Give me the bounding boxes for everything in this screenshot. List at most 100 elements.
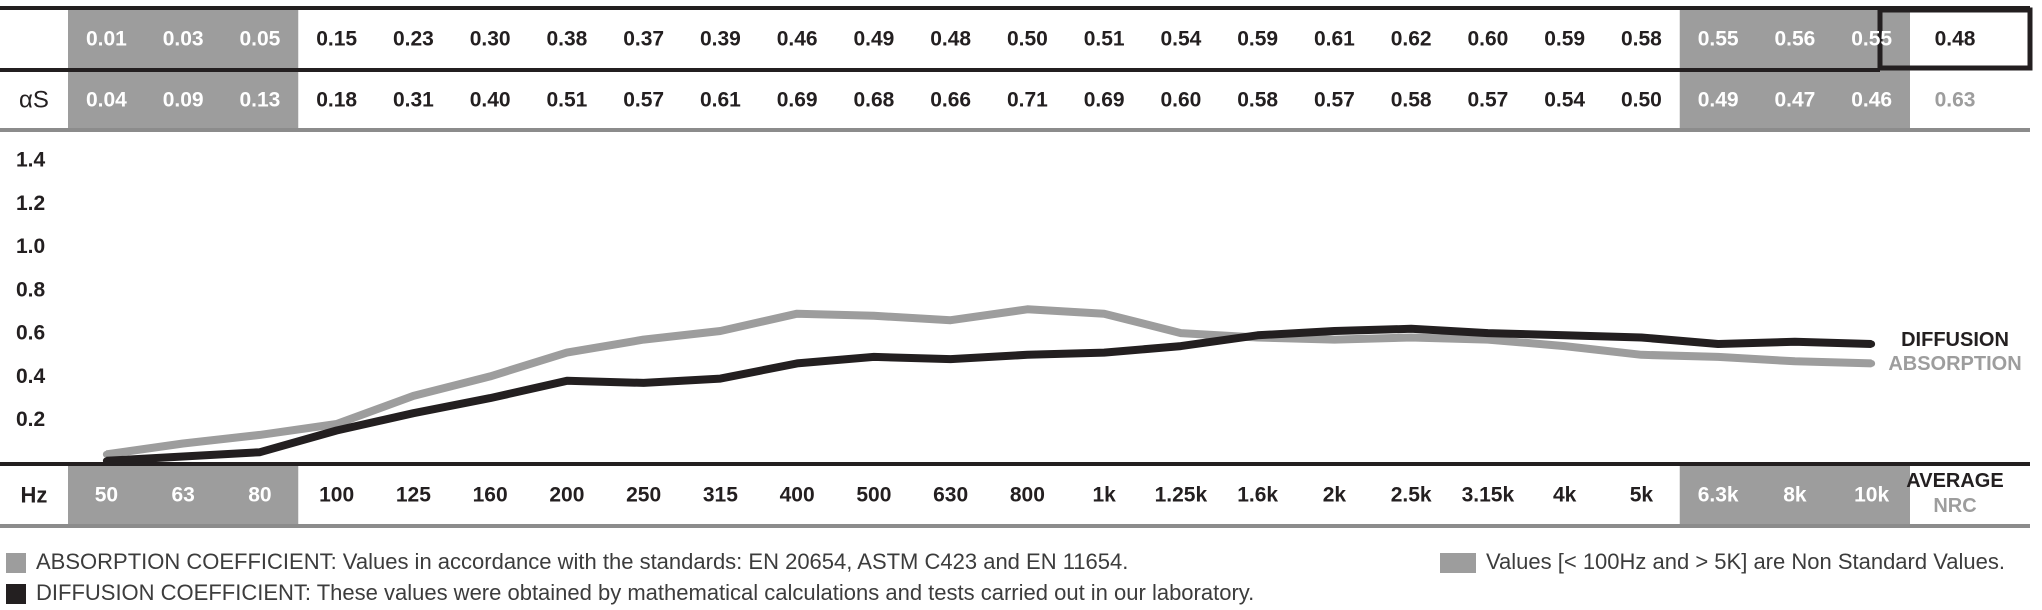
series-0-point-1	[179, 453, 187, 461]
series-1-point-7	[640, 336, 648, 344]
series-0-point-3	[333, 427, 341, 435]
hz-label-16: 2k	[1323, 484, 1347, 507]
diffusion-value-12: 0.50	[1007, 28, 1048, 51]
series-line-absorption	[105, 305, 1872, 459]
hz-label-14: 1.25k	[1155, 484, 1208, 507]
absorption-note: ABSORPTION COEFFICIENT: Values in accord…	[36, 549, 1129, 574]
hz-label-3: 100	[319, 484, 354, 507]
absorption-value-22: 0.47	[1774, 89, 1815, 112]
y-tick-2: 0.6	[16, 322, 45, 345]
absorption-value-11: 0.66	[930, 89, 971, 112]
absorption-value-0: 0.04	[86, 89, 127, 112]
absorption-value-13: 0.69	[1084, 89, 1125, 112]
absorption-value-17: 0.58	[1391, 89, 1432, 112]
diffusion-value-18: 0.60	[1467, 28, 1508, 51]
series-1-point-6	[563, 349, 571, 357]
absorption-value-20: 0.50	[1621, 89, 1662, 112]
series-1-point-8	[716, 327, 724, 335]
series-0-point-9	[793, 359, 801, 367]
diffusion-value-8: 0.39	[700, 28, 741, 51]
series-0-point-5	[486, 394, 494, 402]
diffusion-value-23: 0.55	[1851, 28, 1892, 51]
y-tick-3: 0.8	[16, 278, 46, 301]
diffusion-value-16: 0.61	[1314, 28, 1355, 51]
hz-label-1: 63	[171, 484, 194, 507]
series-1-point-13	[1100, 310, 1108, 318]
absorption-value-12: 0.71	[1007, 89, 1048, 112]
series-0-point-23	[1868, 340, 1876, 348]
diffusion-value-22: 0.56	[1774, 28, 1815, 51]
diffusion-value-3: 0.15	[316, 28, 357, 51]
diffusion-value-21: 0.55	[1698, 28, 1739, 51]
series-1-point-5	[486, 372, 494, 380]
series-1-point-22	[1791, 357, 1799, 365]
absorption-legend-item: ABSORPTION COEFFICIENT: Values in accord…	[6, 549, 1128, 575]
series-1-point-12	[1023, 305, 1031, 313]
absorption-swatch	[6, 553, 26, 574]
series-0-point-11	[947, 355, 955, 363]
hz-label-18: 3.15k	[1462, 484, 1515, 507]
absorption-nrc-value: 0.63	[1935, 89, 1976, 112]
nrc-header: NRC	[1933, 495, 1976, 517]
series-1-point-19	[1561, 342, 1569, 350]
non-standard-legend-item: Values [< 100Hz and > 5K] are Non Standa…	[1440, 549, 2005, 575]
series-line-diffusion	[106, 324, 1872, 465]
series-1-point-16	[1330, 336, 1338, 344]
series-0-point-15	[1254, 331, 1262, 339]
series-0-point-0	[102, 457, 110, 465]
non-standard-note: Values [< 100Hz and > 5K] are Non Standa…	[1486, 549, 2005, 574]
series-1-point-20	[1637, 351, 1645, 359]
series-0-point-20	[1637, 333, 1645, 341]
hz-label-2: 80	[248, 484, 271, 507]
y-tick-0: 0.2	[16, 408, 45, 431]
series-0-point-12	[1023, 351, 1031, 359]
average-header: AVERAGE	[1906, 470, 2003, 492]
hz-row-label: Hz	[21, 483, 48, 508]
non-standard-shade-hz-1	[1679, 464, 1910, 526]
hz-label-19: 4k	[1553, 484, 1577, 507]
series-1-point-11	[947, 316, 955, 324]
series-1-point-21	[1714, 353, 1722, 361]
series-0-point-21	[1714, 340, 1722, 348]
average-box	[1877, 7, 2033, 71]
hz-label-5: 160	[473, 484, 508, 507]
absorption-value-23: 0.46	[1851, 89, 1892, 112]
series-1-point-18	[1484, 336, 1492, 344]
absorption-value-6: 0.51	[546, 89, 587, 112]
series-0-point-10	[870, 353, 878, 361]
y-tick-4: 1.0	[16, 235, 45, 258]
hz-label-22: 8k	[1783, 484, 1807, 507]
diffusion-value-2: 0.05	[239, 28, 280, 51]
hz-label-11: 630	[933, 484, 968, 507]
y-tick-6: 1.4	[16, 149, 46, 172]
diffusion-value-5: 0.30	[470, 28, 511, 51]
diffusion-value-19: 0.59	[1544, 28, 1585, 51]
absorption-value-7: 0.57	[623, 89, 664, 112]
diffusion-value-0: 0.01	[86, 28, 127, 51]
hz-label-7: 250	[626, 484, 661, 507]
hz-label-23: 10k	[1854, 484, 1889, 507]
diffusion-value-11: 0.48	[930, 28, 971, 51]
hz-label-21: 6.3k	[1698, 484, 1739, 507]
series-1-point-0	[102, 450, 110, 458]
series-1-point-3	[333, 420, 341, 428]
non-standard-swatch	[1440, 553, 1476, 574]
diffusion-average-value: 0.48	[1935, 28, 1976, 51]
diffusion-value-4: 0.23	[393, 28, 434, 51]
series-1-point-23	[1868, 359, 1876, 367]
series-1-point-10	[870, 312, 878, 320]
diffusion-value-1: 0.03	[163, 28, 204, 51]
absorption-value-15: 0.58	[1237, 89, 1278, 112]
series-label-absorption: ABSORPTION	[1888, 353, 2021, 375]
series-0-point-13	[1100, 349, 1108, 357]
series-0-point-4	[409, 409, 417, 417]
series-0-point-7	[640, 379, 648, 387]
absorption-value-19: 0.54	[1544, 89, 1585, 112]
diffusion-value-20: 0.58	[1621, 28, 1662, 51]
series-0-point-2	[256, 448, 264, 456]
series-0-point-18	[1484, 329, 1492, 337]
hz-label-12: 800	[1010, 484, 1045, 507]
hz-label-20: 5k	[1630, 484, 1654, 507]
series-0-point-19	[1561, 331, 1569, 339]
